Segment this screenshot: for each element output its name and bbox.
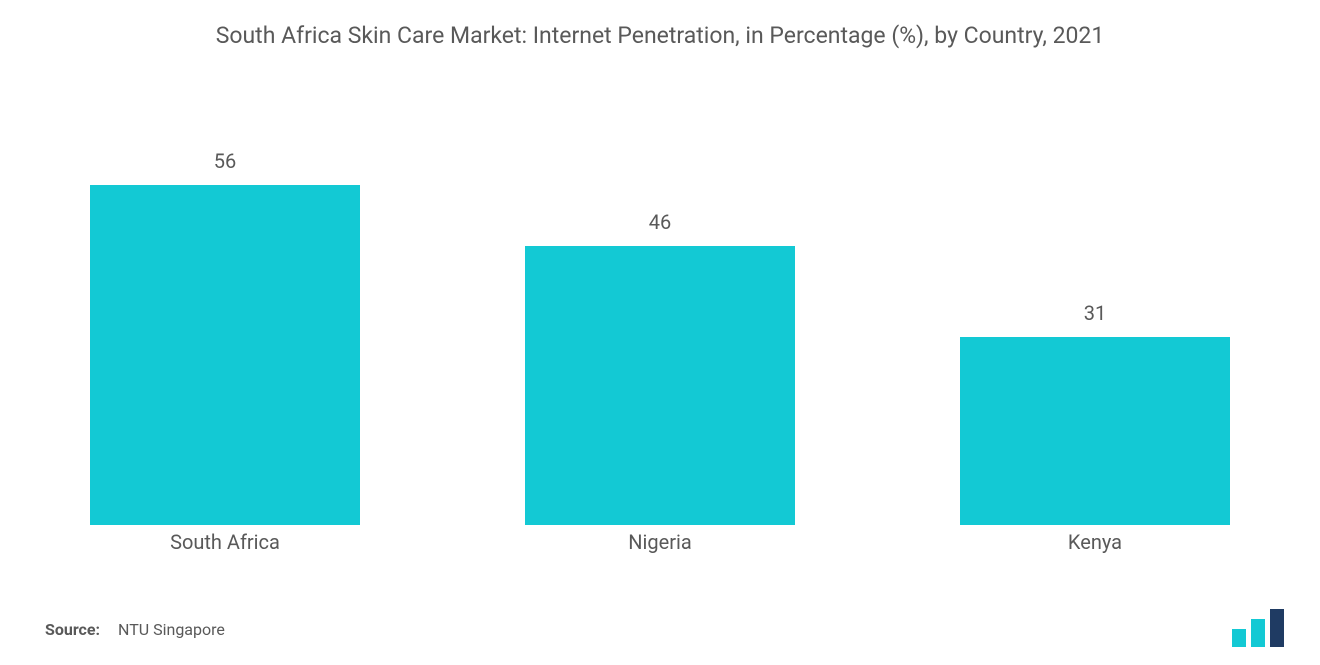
- bar-rect: [960, 337, 1230, 525]
- category-label: Nigeria: [525, 530, 795, 554]
- bars-row: 56 46 31: [90, 145, 1230, 525]
- bar-value-label: 56: [214, 149, 236, 173]
- source-label: Source:: [45, 620, 100, 639]
- category-label: Kenya: [960, 530, 1230, 554]
- bar-group: 56: [90, 145, 360, 525]
- bar-rect: [525, 246, 795, 525]
- category-label: South Africa: [90, 530, 360, 554]
- chart-title: South Africa Skin Care Market: Internet …: [40, 20, 1280, 61]
- category-labels-row: South Africa Nigeria Kenya: [90, 530, 1230, 554]
- chart-container: South Africa Skin Care Market: Internet …: [0, 0, 1320, 665]
- bar-rect: [90, 185, 360, 525]
- bar-group: 46: [525, 145, 795, 525]
- bar-value-label: 46: [649, 210, 671, 234]
- chart-plot-area: 56 46 31: [90, 145, 1230, 525]
- source-row: Source: NTU Singapore: [45, 620, 225, 639]
- brand-logo-icon: [1232, 609, 1288, 647]
- bar-value-label: 31: [1084, 301, 1106, 325]
- source-value: NTU Singapore: [118, 620, 225, 639]
- bar-group: 31: [960, 145, 1230, 525]
